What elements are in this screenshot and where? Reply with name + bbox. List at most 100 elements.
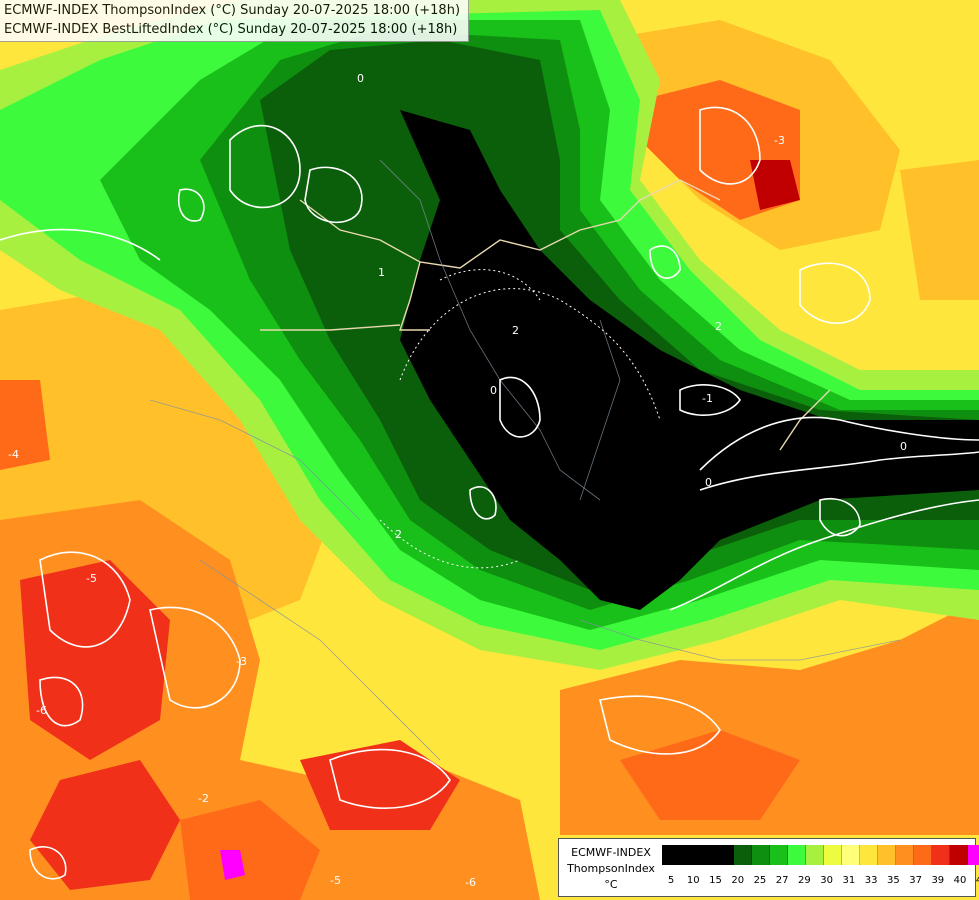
field-magenta-spot [220,850,245,880]
contour-line [178,188,205,222]
contour-line [304,166,363,224]
river-line [149,399,361,521]
river-line [579,619,901,661]
contour-line [819,498,861,537]
contour-label: -3 [236,655,247,668]
country-borders [260,179,831,451]
thompson-index-title: ECMWF-INDEX ThompsonIndex (°C) Sunday 20… [4,3,461,18]
legend-tick-label: 37 [909,875,922,886]
lifted-index-contours [0,106,979,880]
rivers-and-regions [149,159,901,761]
contour-label: 0 [900,440,907,453]
legend-swatch [878,845,896,865]
river-line [579,319,621,501]
contour-label: 2 [512,324,519,337]
border-line [260,324,401,331]
legend-swatches [662,845,979,865]
legend-unit: °C [604,878,618,891]
contour-label: -5 [330,874,341,887]
dotted-contour-line [399,288,661,421]
legend-swatch [770,845,788,865]
contour-line [0,228,161,261]
legend-swatch [662,845,680,865]
dotted-contours [379,269,661,569]
lifted-index-title: ECMWF-INDEX BestLiftedIndex (°C) Sunday … [4,22,458,37]
legend-swatch [698,845,716,865]
border-line [299,179,721,269]
legend-swatch [716,845,734,865]
contour-label: 0 [357,72,364,85]
contour-label: -6 [36,704,47,717]
legend-swatch [680,845,698,865]
legend-tick-label: 33 [864,875,878,886]
legend-tick-label: 20 [731,875,745,886]
legend-swatch [896,845,914,865]
legend-swatch [842,845,860,865]
field-red-south [180,800,320,900]
legend-tick-label: 35 [886,875,900,886]
contour-line [469,486,497,520]
legend-swatch [950,845,968,865]
legend-swatch [932,845,950,865]
contour-label: -5 [86,572,97,585]
border-line [779,389,831,451]
legend-swatch [806,845,824,865]
contour-line [679,384,741,416]
legend-swatch [824,845,842,865]
legend-model: ECMWF-INDEX [571,846,651,859]
river-line [199,559,441,761]
contour-line [39,676,84,727]
legend-tick-label: 25 [753,875,767,886]
river-line [379,159,601,501]
field-darkred-northeast [750,160,800,210]
contour-line [29,846,67,880]
legend-tick-label: 15 [709,875,722,886]
contour-label: 0 [490,384,497,397]
dotted-contour-line [379,519,521,569]
map-header: ECMWF-INDEX ThompsonIndex (°C) Sunday 20… [0,0,469,42]
legend-tick-label: 39 [931,875,945,886]
contour-line [699,451,979,491]
legend-tick-label: 40 [953,875,967,886]
contour-label: -2 [198,792,209,805]
contour-line [329,748,451,809]
contour-line [699,416,979,471]
field-red-west [20,560,170,760]
field-red-southwest [30,760,180,890]
field-orange-east [900,160,979,300]
legend-tick-label: 5 [667,875,675,886]
legend-tick-label: 29 [798,875,811,886]
contour-line [39,551,131,648]
legend-swatch [914,845,932,865]
contour-line [499,376,541,438]
contour-label: -3 [774,134,785,147]
legend-swatch [752,845,770,865]
contour-line [669,499,979,611]
color-legend: ECMWF-INDEX ThompsonIndex °C 5 10 15 20 25 27… [558,838,979,897]
contour-label: -4 [8,448,19,461]
legend-swatch [968,845,979,865]
legend-tick-label: 30 [820,875,833,886]
legend-tick-label: 10 [686,875,700,886]
legend-swatch [860,845,878,865]
contour-line [229,124,301,209]
field-black-core [400,110,979,610]
contour-label: -1 [702,392,713,405]
legend-swatch [788,845,806,865]
contour-line [799,262,871,324]
contour-line [599,695,721,755]
field-red-southeast [620,730,800,820]
field-red-south-central [300,740,460,830]
contour-line [149,606,241,709]
contour-line [699,106,761,185]
contour-label: 1 [378,266,385,279]
contour-label: 0 [705,476,712,489]
legend-tick-label: 31 [842,875,856,886]
contour-line [649,245,681,279]
contour-label: 2 [715,320,722,333]
contour-label: 2 [395,528,402,541]
border-line [399,261,430,331]
legend-swatch [734,845,752,865]
